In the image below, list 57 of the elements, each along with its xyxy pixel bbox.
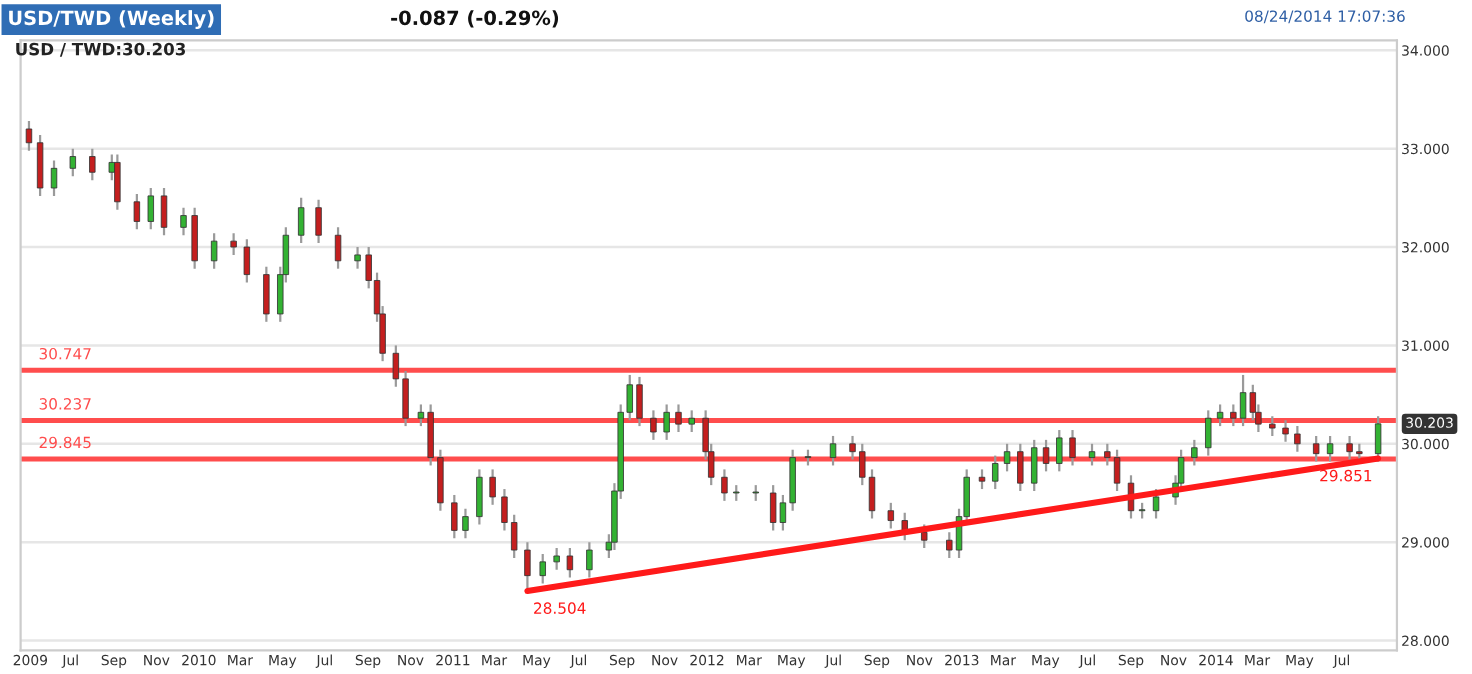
candlestick bbox=[147, 186, 154, 231]
candlestick bbox=[69, 147, 77, 178]
candlestick bbox=[1312, 434, 1320, 463]
candlestick bbox=[133, 192, 141, 231]
candlestick bbox=[566, 546, 574, 579]
candlestick bbox=[36, 133, 44, 197]
candlestick bbox=[50, 159, 58, 197]
candlestick bbox=[210, 232, 218, 270]
candlestick bbox=[1003, 442, 1011, 473]
candlestick bbox=[1205, 409, 1212, 457]
candlestick bbox=[586, 541, 593, 579]
candlestick bbox=[978, 468, 986, 491]
candlestick bbox=[263, 265, 270, 323]
candlestick bbox=[334, 226, 342, 270]
candlestick bbox=[650, 409, 657, 441]
chart-title: USD/TWD (Weekly) bbox=[9, 10, 214, 30]
candlestick bbox=[1216, 403, 1224, 428]
candlestick bbox=[1017, 442, 1024, 493]
candlestick bbox=[354, 245, 361, 270]
candlestick bbox=[180, 206, 187, 237]
candlestick bbox=[315, 198, 322, 245]
candlestick bbox=[1269, 415, 1276, 438]
candlestick bbox=[663, 403, 670, 441]
candlestick bbox=[1374, 415, 1382, 463]
candlestick bbox=[1282, 419, 1289, 443]
candlestick bbox=[230, 232, 237, 257]
candlestick bbox=[688, 409, 695, 434]
candlestick bbox=[1088, 442, 1096, 467]
candlestick bbox=[191, 206, 198, 270]
candlestick bbox=[829, 434, 837, 467]
text: -0.087 (-0.29%) bbox=[391, 10, 559, 28]
candlestick bbox=[675, 403, 682, 434]
candlestick bbox=[721, 468, 728, 502]
candlestick bbox=[887, 501, 895, 530]
candlestick bbox=[1056, 428, 1063, 473]
candlestick bbox=[25, 120, 33, 152]
candlestick bbox=[489, 468, 496, 506]
candlestick bbox=[539, 552, 546, 585]
candlestick bbox=[1191, 438, 1198, 467]
candlestick bbox=[297, 196, 305, 245]
candlestick bbox=[992, 454, 999, 491]
candlestick bbox=[451, 493, 458, 540]
candlestick bbox=[1326, 434, 1334, 463]
chart-subtitle: USD / TWD:30.203 bbox=[16, 42, 186, 57]
candlestick bbox=[114, 153, 121, 211]
candlestick bbox=[1294, 424, 1301, 453]
candlestick bbox=[1069, 428, 1076, 467]
candlestick bbox=[553, 546, 560, 571]
candlestick bbox=[462, 507, 469, 540]
candlestick bbox=[524, 541, 531, 593]
candlestick bbox=[1031, 438, 1038, 493]
candlestick bbox=[476, 468, 483, 526]
candlestick bbox=[1152, 487, 1160, 520]
candlestick bbox=[1042, 438, 1050, 473]
candlestick bbox=[243, 238, 251, 284]
candlestick bbox=[89, 147, 96, 182]
candlestick bbox=[160, 186, 168, 237]
